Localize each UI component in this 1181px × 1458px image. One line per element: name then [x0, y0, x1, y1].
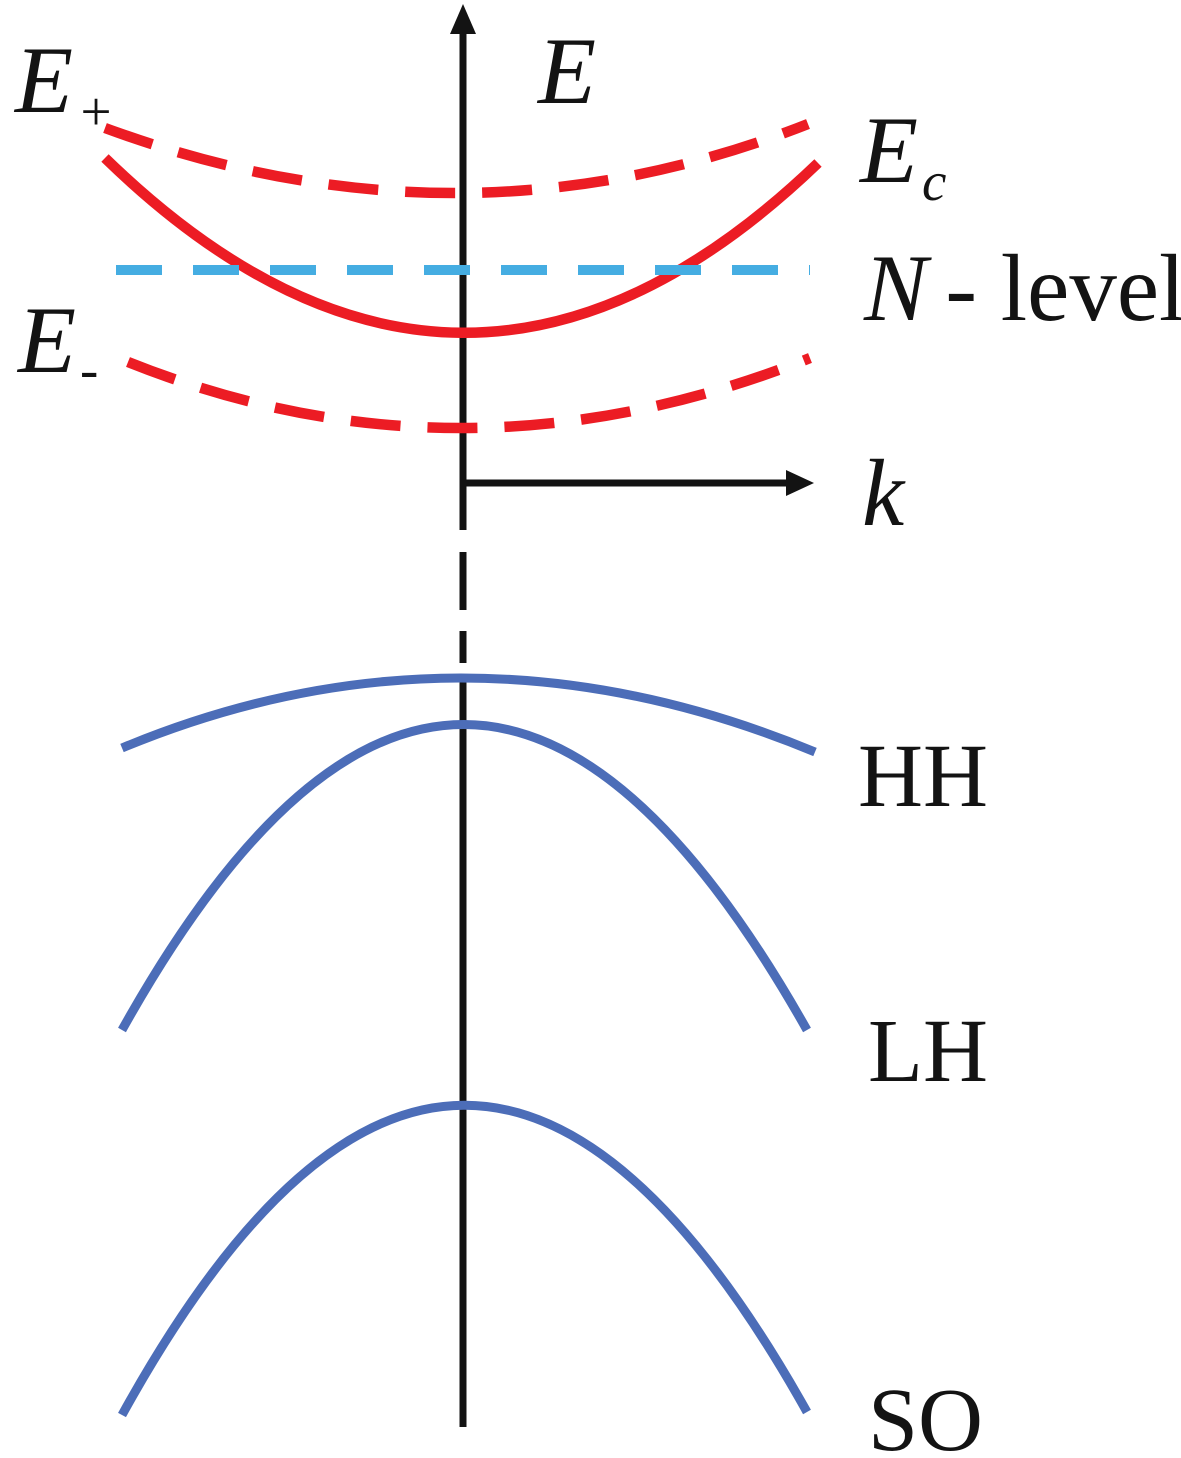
e-minus-label: E- — [16, 287, 98, 400]
so-band-label: SO — [868, 1371, 983, 1458]
hh-band-label: HH — [858, 727, 988, 826]
e-plus-label-base: E — [13, 27, 73, 133]
momentum-axis-arrowhead-icon — [786, 470, 814, 496]
ec-label-subscript: c — [922, 151, 946, 212]
ec-band-dashed-curve — [103, 119, 810, 199]
e-minus-label-base: E — [16, 287, 76, 393]
e-minus-band-dashed-curve — [126, 353, 812, 434]
hh-band-curve — [120, 673, 817, 757]
energy-axis-label: E — [536, 18, 596, 124]
n-level-label-rest: - level — [945, 235, 1181, 341]
n-level-label: N- level — [863, 235, 1181, 341]
ec-label-base: E — [858, 97, 918, 203]
ec-label: Ec — [858, 97, 946, 212]
lh-band-label: LH — [868, 1002, 988, 1101]
n-level-label-n: N — [863, 235, 932, 341]
e-plus-label: E+ — [13, 27, 114, 142]
lh-band-curve — [118, 720, 811, 1033]
e-plus-band-solid-curve — [101, 154, 822, 338]
energy-axis-arrowhead-icon — [450, 4, 476, 34]
e-minus-label-subscript: - — [80, 339, 98, 400]
so-band-curve — [118, 1100, 811, 1418]
momentum-axis-label: k — [862, 440, 906, 546]
e-plus-label-subscript: + — [77, 81, 114, 142]
